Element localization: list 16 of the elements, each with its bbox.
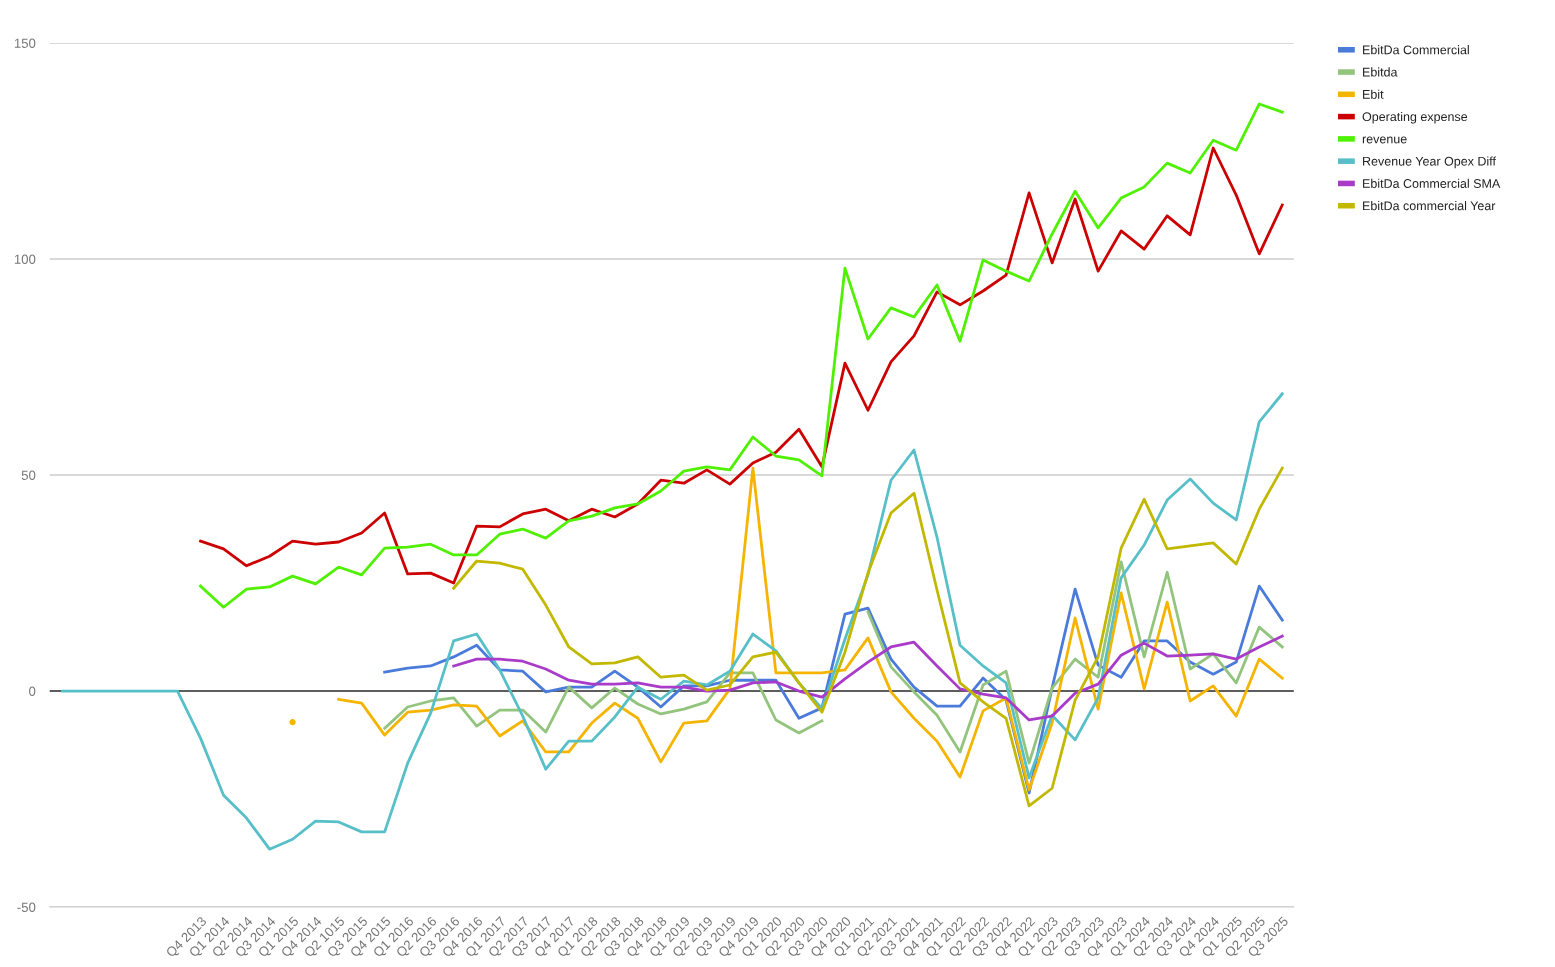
legend-label: Ebitda <box>1363 67 1398 77</box>
legend-label: EbitDa Commercial <box>1363 45 1469 55</box>
legend-label: Ebit <box>1363 89 1384 99</box>
legend-label: Operating expense <box>1362 111 1468 124</box>
legend-label: Revenue Year Opex Diff <box>1363 156 1496 169</box>
legend-label: revenue <box>1362 136 1407 144</box>
y-tick-label: 100 <box>14 254 36 264</box>
legend-label: EbitDa Commercial SMA <box>1363 178 1501 188</box>
y-tick-label: 150 <box>14 38 36 48</box>
y-tick-label: 50 <box>21 470 36 480</box>
line-series <box>452 466 1284 808</box>
y-tick-label: 0 <box>29 686 36 696</box>
y-tick-label: -50 <box>17 902 36 912</box>
line-series <box>61 392 1284 851</box>
line-series <box>452 634 1284 722</box>
legend-label: EbitDa commercial Year <box>1363 201 1496 211</box>
